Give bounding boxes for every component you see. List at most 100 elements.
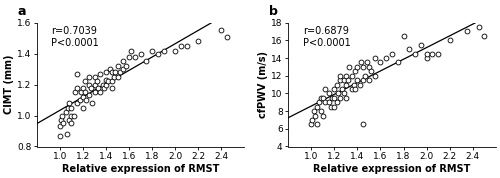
Point [218, 29, 226, 32]
Point [340, 92, 347, 95]
Point [73, 102, 81, 105]
Point [319, 96, 327, 99]
Point [422, 57, 430, 59]
Point [370, 74, 378, 77]
Point [400, 35, 407, 37]
Point [359, 66, 367, 68]
Point [324, 92, 332, 95]
Point [365, 66, 373, 68]
Text: a: a [18, 5, 26, 18]
Point [327, 105, 335, 108]
Point [348, 74, 356, 77]
Point [310, 110, 318, 112]
Point [354, 79, 362, 82]
Point [330, 88, 338, 90]
Point [102, 83, 110, 86]
Point [85, 83, 93, 86]
Point [346, 66, 354, 68]
Point [388, 52, 396, 55]
Point [60, 122, 68, 125]
Point [79, 96, 87, 98]
Point [344, 79, 352, 82]
Point [142, 60, 150, 63]
Y-axis label: cfPWV (m/s): cfPWV (m/s) [258, 51, 268, 118]
Point [120, 68, 128, 70]
Point [110, 75, 118, 78]
Point [102, 78, 110, 81]
Point [354, 66, 362, 68]
Point [154, 52, 162, 55]
Point [73, 72, 81, 75]
Point [79, 86, 87, 89]
Point [116, 71, 124, 74]
Point [114, 65, 122, 67]
Point [368, 70, 376, 73]
Y-axis label: CIMT (mm): CIMT (mm) [4, 55, 14, 114]
Point [356, 83, 364, 86]
Point [332, 83, 340, 86]
Point [94, 86, 102, 89]
Point [108, 71, 116, 74]
Point [82, 99, 90, 101]
Point [102, 71, 110, 74]
Point [148, 49, 156, 52]
Point [319, 114, 327, 117]
Point [330, 105, 338, 108]
Point [122, 65, 130, 67]
Point [98, 83, 106, 86]
Point [365, 79, 373, 82]
Point [310, 114, 318, 117]
Point [351, 88, 359, 90]
Point [64, 106, 72, 109]
Point [128, 49, 136, 52]
Point [332, 101, 340, 104]
Point [65, 119, 73, 122]
Point [82, 80, 90, 83]
Point [65, 102, 73, 105]
Point [63, 133, 71, 135]
Point [422, 52, 430, 55]
Point [90, 91, 98, 94]
Point [62, 111, 70, 114]
Point [411, 52, 419, 55]
Point [183, 44, 191, 47]
Point [58, 114, 66, 117]
Point [112, 71, 120, 74]
Point [73, 86, 81, 89]
Point [359, 123, 367, 126]
Point [406, 48, 413, 51]
Point [359, 79, 367, 82]
Point [321, 88, 329, 90]
Point [57, 119, 65, 122]
Point [160, 49, 168, 52]
Point [106, 68, 114, 70]
Point [351, 70, 359, 73]
Point [131, 55, 139, 58]
Point [88, 102, 96, 105]
Point [321, 101, 329, 104]
Point [382, 57, 390, 59]
Point [90, 75, 98, 78]
Point [336, 74, 344, 77]
Point [100, 86, 108, 89]
Point [340, 79, 347, 82]
Point [114, 75, 122, 78]
Point [316, 110, 324, 112]
Point [96, 91, 104, 94]
Point [474, 26, 482, 28]
Point [70, 114, 78, 117]
Point [336, 79, 344, 82]
Point [71, 91, 79, 94]
Point [334, 92, 342, 95]
Point [446, 39, 454, 42]
Point [125, 55, 133, 58]
Point [428, 52, 436, 55]
Point [336, 96, 344, 99]
Point [136, 52, 144, 55]
Point [313, 123, 321, 126]
Text: b: b [269, 5, 278, 18]
Point [56, 125, 64, 128]
Point [342, 74, 350, 77]
Point [108, 86, 116, 89]
Point [394, 61, 402, 64]
